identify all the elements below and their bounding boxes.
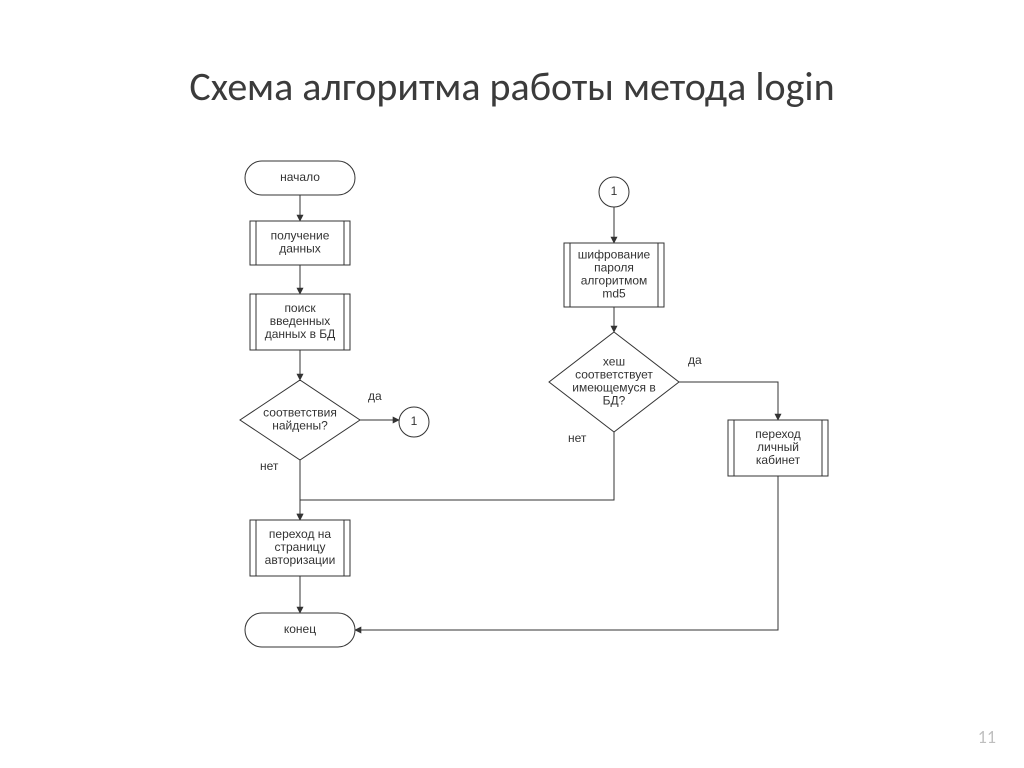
svg-text:данных: данных: [279, 242, 321, 256]
svg-text:данных в БД: данных в БД: [265, 327, 336, 341]
svg-text:алгоритмом: алгоритмом: [581, 274, 648, 288]
svg-text:хеш: хеш: [603, 355, 625, 369]
svg-text:нет: нет: [568, 431, 587, 445]
svg-text:шифрование: шифрование: [578, 248, 651, 262]
svg-text:кабинет: кабинет: [756, 453, 801, 467]
svg-text:страницу: страницу: [274, 540, 325, 554]
svg-text:введенных: введенных: [270, 314, 331, 328]
svg-text:соответствия: соответствия: [263, 406, 337, 420]
slide-title: Схема алгоритма работы метода login: [0, 62, 1024, 111]
svg-text:md5: md5: [602, 287, 626, 301]
flowchart-svg: да нет да нет начало получениеданных поискввед…: [0, 130, 1024, 730]
svg-text:авторизации: авторизации: [265, 553, 336, 567]
svg-text:имеющемуся в: имеющемуся в: [572, 381, 656, 395]
svg-text:соответствует: соответствует: [575, 368, 653, 382]
svg-text:нет: нет: [260, 459, 279, 473]
svg-text:конец: конец: [284, 622, 316, 636]
svg-text:переход на: переход на: [269, 527, 331, 541]
svg-text:личный: личный: [757, 440, 799, 454]
svg-text:найдены?: найдены?: [272, 419, 328, 433]
svg-text:начало: начало: [280, 170, 320, 184]
svg-text:да: да: [368, 389, 382, 403]
page-number: 11: [978, 726, 996, 748]
svg-text:да: да: [688, 353, 702, 367]
svg-text:1: 1: [611, 184, 618, 198]
svg-text:переход: переход: [755, 427, 801, 441]
svg-text:поиск: поиск: [284, 301, 316, 315]
svg-text:БД?: БД?: [603, 394, 626, 408]
svg-text:пароля: пароля: [594, 261, 634, 275]
svg-text:получение: получение: [271, 229, 330, 243]
svg-text:1: 1: [411, 414, 418, 428]
